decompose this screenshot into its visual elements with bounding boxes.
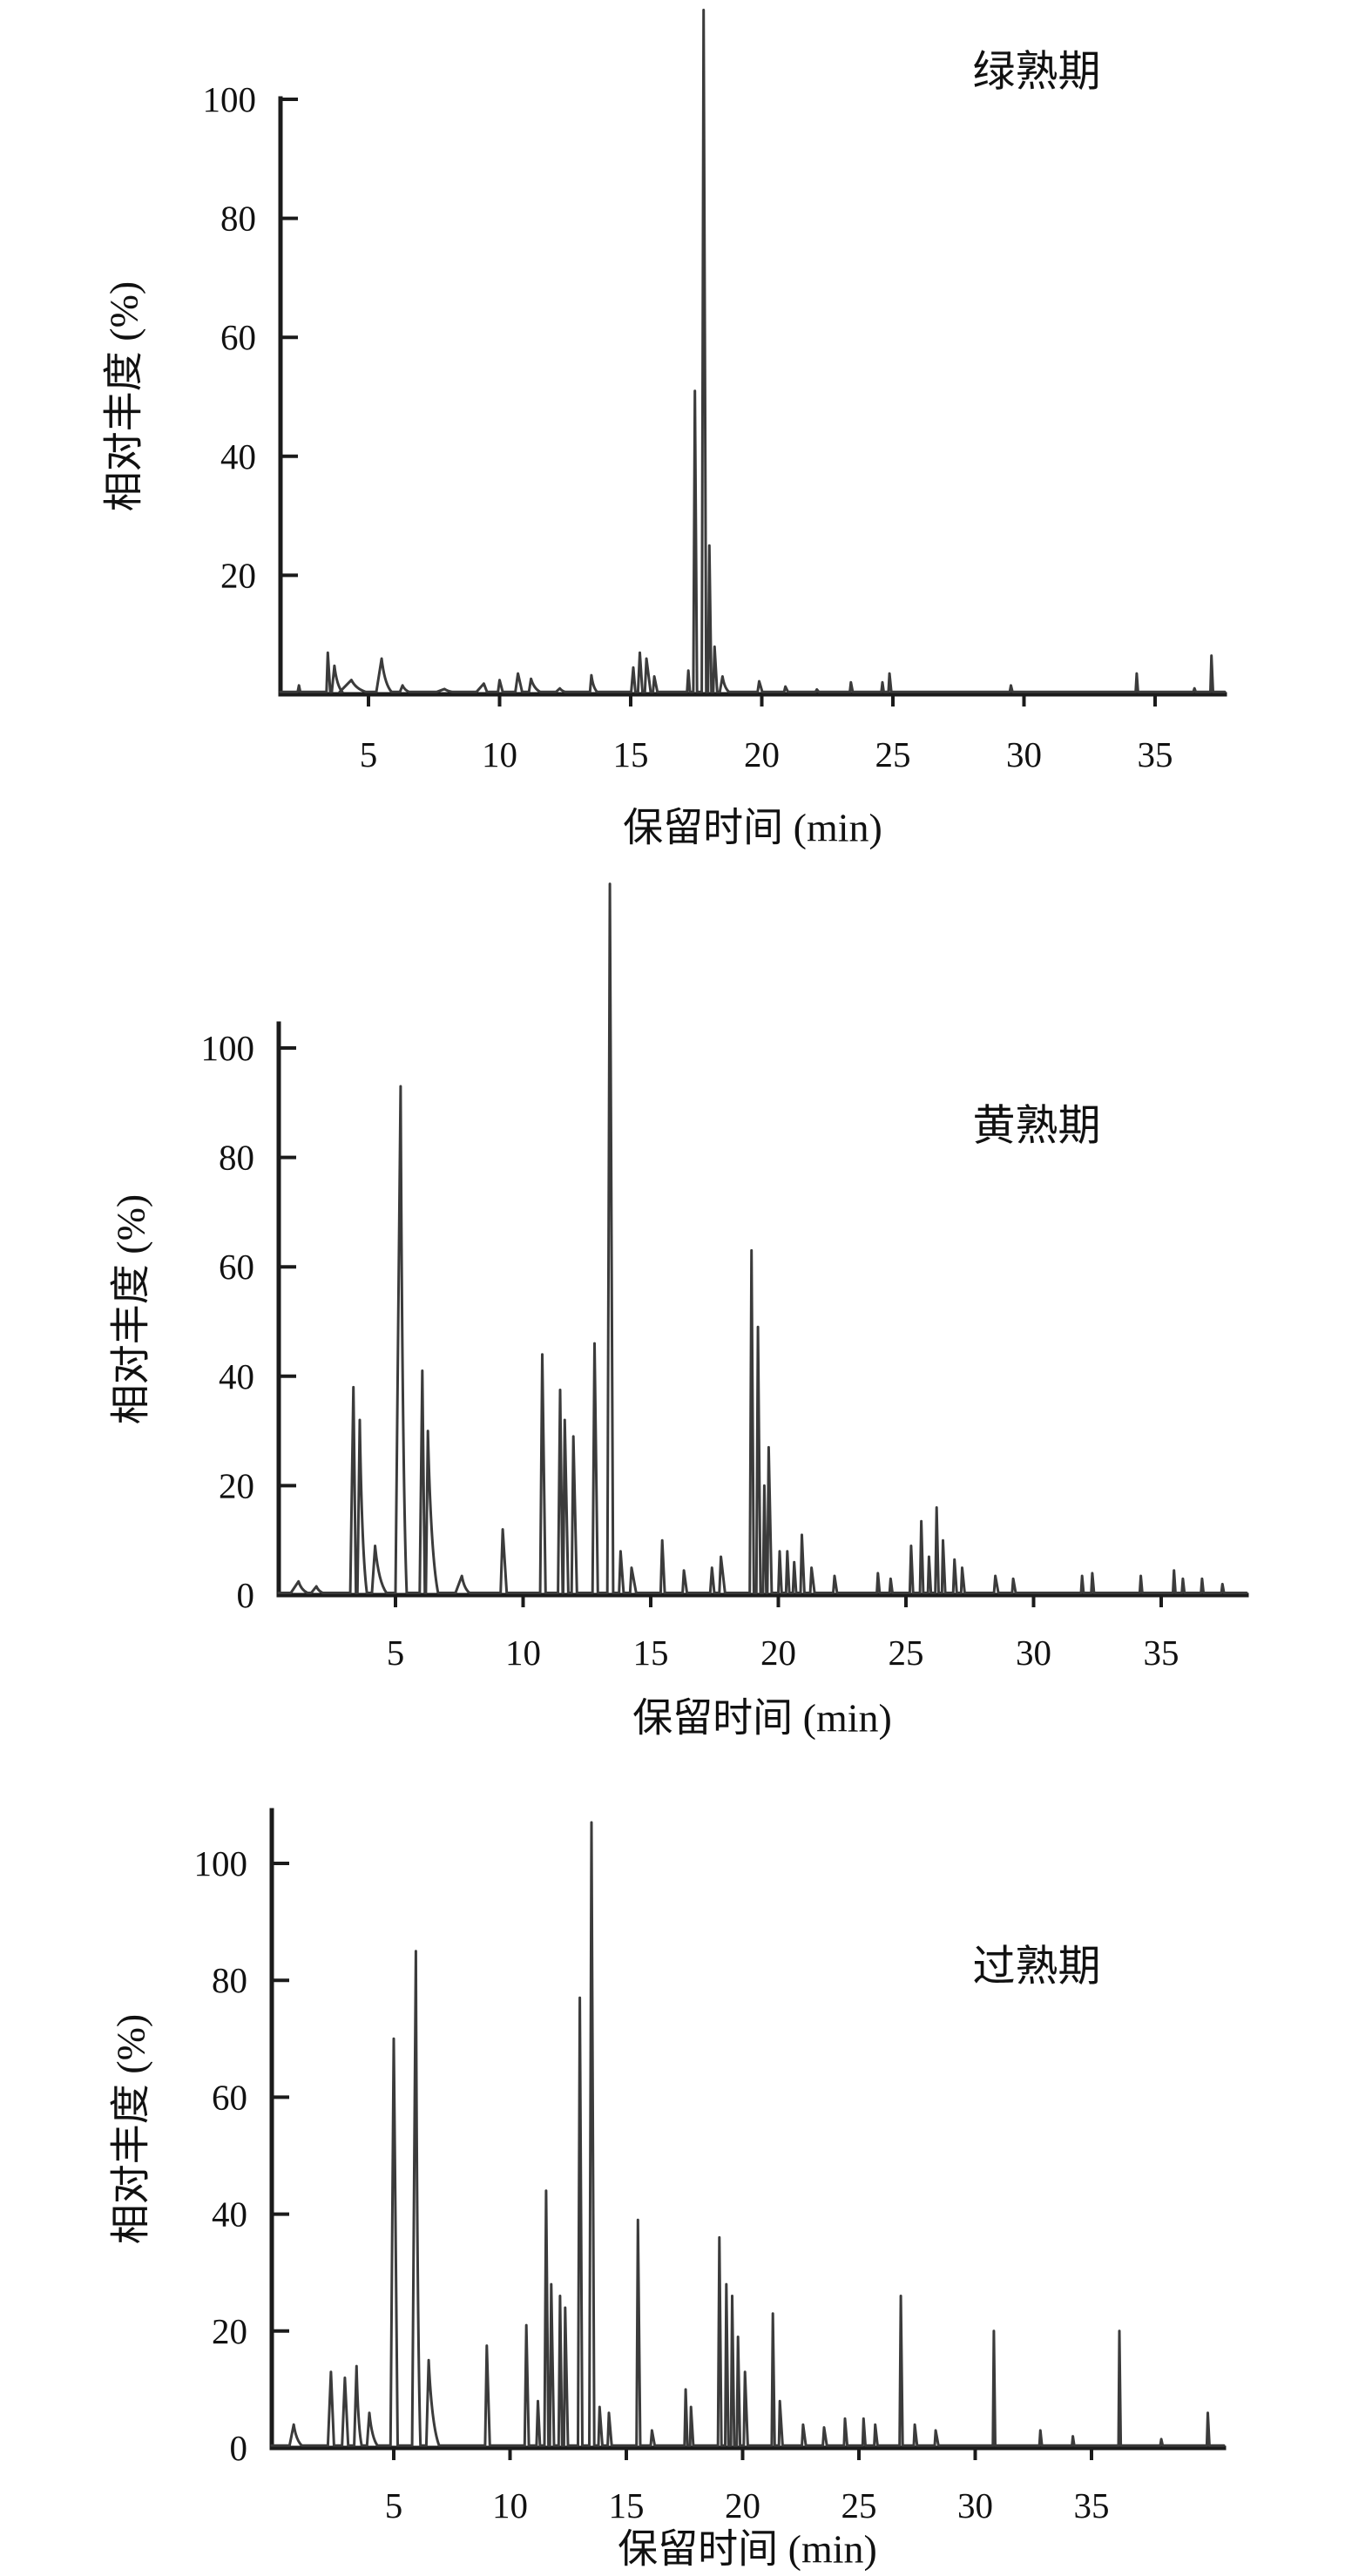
x-tick-label: 20 <box>760 1633 796 1673</box>
y-tick-label: 20 <box>212 2311 247 2351</box>
panel-title-green: 绿熟期 <box>972 48 1100 96</box>
x-tick-label: 10 <box>505 1633 541 1673</box>
y-tick-label: 20 <box>220 555 256 595</box>
axes-over: 5 10 15 20 25 30 35 0 20 40 60 80 100 <box>194 1808 1227 2525</box>
y-tick-label: 80 <box>219 1138 254 1178</box>
y-tick-label: 100 <box>201 1028 255 1068</box>
x-tick-label: 25 <box>875 734 911 774</box>
y-tick-label: 100 <box>203 79 257 119</box>
x-tick-label: 20 <box>725 2485 760 2525</box>
axes-green: 5 10 15 20 25 30 35 20 40 60 80 100 <box>203 79 1227 774</box>
x-tick-label: 10 <box>492 2485 528 2525</box>
x-tick-label: 35 <box>1144 1633 1179 1673</box>
axis-frame <box>278 96 1227 697</box>
x-axis-label-over: 保留时间 (min) <box>618 2527 877 2572</box>
y-tick-label: 20 <box>219 1465 254 1505</box>
y-tick-label: 80 <box>212 1960 247 2000</box>
y-tick-label: 60 <box>212 2077 247 2117</box>
x-tick-label: 5 <box>387 1633 405 1673</box>
y-tick-label: 0 <box>230 2428 248 2468</box>
x-tick-label: 30 <box>1006 734 1042 774</box>
x-tick-label: 15 <box>633 1633 669 1673</box>
y-tick-label: 80 <box>220 199 256 239</box>
x-tick-label: 10 <box>482 734 517 774</box>
x-tick-label: 25 <box>841 2485 877 2525</box>
y-axis-label-yellow: 相对丰度 (%) <box>109 1194 153 1424</box>
x-tick-label: 5 <box>360 734 378 774</box>
x-tick-label: 15 <box>609 2485 645 2525</box>
y-tick-label: 60 <box>219 1247 254 1287</box>
x-tick-label: 25 <box>889 1633 924 1673</box>
chromatogram-trace-green <box>279 9 1227 693</box>
y-tick-label: 100 <box>194 1843 248 1883</box>
panel-title-over: 过熟期 <box>972 1943 1100 1991</box>
y-axis-label-over: 相对丰度 (%) <box>109 2014 153 2244</box>
y-tick-label: 40 <box>219 1356 254 1396</box>
chromatogram-trace-over <box>270 1821 1226 2447</box>
y-tick-label: 40 <box>220 436 256 477</box>
axes-yellow: 5 10 15 20 25 30 35 0 20 40 60 80 100 <box>201 1021 1249 1673</box>
chromatogram-trace-yellow <box>277 882 1248 1594</box>
panel-yellow-ripe: 5 10 15 20 25 30 35 0 20 40 60 80 100 黄熟期 保留时间 (min)… <box>109 882 1249 1741</box>
x-tick-label: 30 <box>957 2485 993 2525</box>
x-axis-label-green: 保留时间 (min) <box>623 806 882 850</box>
y-axis-label-green: 相对丰度 (%) <box>102 281 146 511</box>
panel-title-yellow: 黄熟期 <box>972 1102 1100 1150</box>
y-tick-label: 40 <box>212 2194 247 2235</box>
tick-marks <box>280 98 1157 707</box>
x-tick-label: 20 <box>744 734 780 774</box>
x-tick-label: 15 <box>613 734 649 774</box>
panel-over-ripe: 5 10 15 20 25 30 35 0 20 40 60 80 100 过熟期 保留时间 (min)… <box>109 1808 1227 2572</box>
tick-marks <box>279 1046 1163 1607</box>
x-tick-label: 35 <box>1074 2485 1110 2525</box>
y-tick-label: 0 <box>237 1575 255 1615</box>
tick-marks <box>272 1862 1093 2460</box>
x-axis-label-yellow: 保留时间 (min) <box>632 1696 892 1741</box>
x-tick-label: 30 <box>1016 1633 1051 1673</box>
y-tick-label: 60 <box>220 317 256 357</box>
x-tick-label: 5 <box>385 2485 403 2525</box>
x-tick-label: 35 <box>1138 734 1173 774</box>
